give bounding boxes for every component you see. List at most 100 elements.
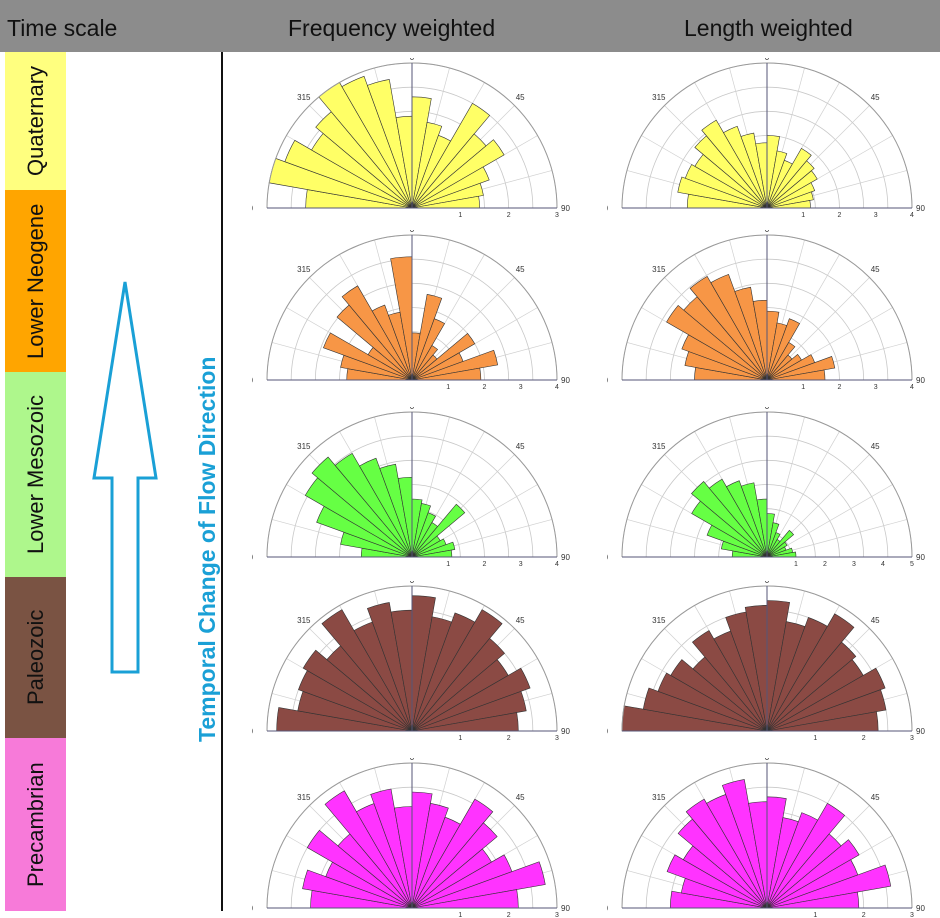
era-label: Paleozoic: [22, 609, 48, 705]
angle-label: 0: [765, 758, 770, 762]
rose-petal: [284, 139, 413, 209]
rose-petal: [306, 829, 413, 909]
radial-tick-label: 1: [458, 912, 462, 918]
rose-diagram-length-quaternary: 270 315 0 45 90 1 2 3 4: [607, 58, 925, 218]
rose-petal: [411, 822, 498, 909]
rose-petal: [670, 659, 768, 732]
rose-petal: [766, 667, 886, 732]
rose-petal: [366, 602, 413, 732]
rose-petal: [766, 147, 812, 209]
rose-petal: [689, 275, 768, 381]
angle-label: 0: [765, 58, 770, 62]
radial-tick-label: 3: [910, 735, 914, 741]
rose-petal: [692, 630, 768, 732]
up-arrow-icon: [92, 281, 158, 674]
radial-tick-label: 2: [823, 561, 827, 567]
rose-petal: [302, 869, 413, 909]
radial-tick-label: 2: [507, 212, 511, 218]
angle-label: 90: [561, 904, 570, 913]
angle-label: 270: [607, 727, 609, 736]
rose-petal: [411, 349, 499, 381]
radial-tick-label: 2: [862, 735, 866, 741]
angle-label: 315: [297, 442, 311, 451]
rose-petal: [723, 125, 768, 209]
rose-petal: [666, 854, 768, 909]
rose-petal: [411, 667, 531, 732]
rose-petal: [740, 132, 768, 209]
angle-label: 0: [410, 407, 415, 411]
rose-petal: [766, 182, 816, 209]
angle-label: 45: [516, 265, 525, 274]
radial-tick-label: 2: [507, 735, 511, 741]
angle-label: 45: [516, 793, 525, 802]
rose-petal: [734, 286, 768, 381]
rose-petal: [766, 356, 836, 381]
angle-label: 315: [652, 265, 666, 274]
rose-diagram-length-paleozoic: 270 315 0 45 90 1 2 3: [607, 581, 925, 741]
rose-petal: [411, 690, 527, 732]
radial-tick-label: 1: [801, 384, 805, 390]
radial-tick-label: 3: [874, 212, 878, 218]
rose-diagram-length-precambrian: 270 315 0 45 90 1 2 3: [607, 758, 925, 918]
header-bar: Time scale Frequency weighted Length wei…: [0, 0, 940, 52]
rose-petal: [302, 649, 413, 732]
rose-petal: [766, 541, 788, 558]
rose-petal: [411, 861, 546, 909]
rose-petal: [766, 802, 846, 909]
radial-tick-label: 1: [794, 561, 798, 567]
rose-petal: [411, 139, 505, 209]
era-label: Precambrian: [22, 762, 48, 887]
rose-petal: [311, 456, 413, 558]
radial-tick-label: 3: [910, 912, 914, 918]
angle-label: 45: [871, 616, 880, 625]
rose-petal: [411, 318, 446, 381]
rose-petal: [324, 790, 413, 909]
rose-petal: [411, 512, 436, 558]
rose-petal: [740, 482, 768, 558]
angle-label: 45: [516, 616, 525, 625]
rose-petal: [657, 672, 768, 732]
rose-petal: [766, 641, 857, 732]
rose-petal: [710, 274, 768, 381]
angle-label: 270: [607, 553, 609, 562]
rose-petal: [677, 176, 768, 209]
radial-tick-label: 3: [874, 384, 878, 390]
angle-label: 90: [916, 904, 925, 913]
radial-tick-label: 1: [458, 212, 462, 218]
angle-label: 270: [607, 376, 609, 385]
rose-petal: [341, 75, 413, 209]
era-block-precambrian: Precambrian: [5, 738, 66, 911]
angle-label: 270: [607, 204, 609, 213]
angle-label: 315: [652, 793, 666, 802]
radial-tick-label: 3: [555, 212, 559, 218]
radial-tick-label: 2: [483, 561, 487, 567]
rose-petal: [366, 79, 413, 209]
rose-diagram-frequency-paleozoic: 270 315 0 45 90 1 2 3: [252, 581, 570, 741]
angle-label: 315: [297, 93, 311, 102]
rose-petal: [370, 788, 413, 909]
radial-tick-label: 1: [458, 735, 462, 741]
angle-label: 315: [652, 616, 666, 625]
rose-petal: [725, 480, 768, 558]
radial-tick-label: 1: [813, 735, 817, 741]
rose-petal: [411, 638, 505, 732]
rose-petal: [411, 332, 476, 381]
angle-label: 90: [916, 204, 925, 213]
rose-petal: [642, 687, 768, 732]
angle-label: 45: [871, 265, 880, 274]
angle-label: 45: [871, 93, 880, 102]
rose-diagram-frequency-lower-neogene: 270 315 0 45 90 1 2 3 4: [252, 230, 570, 390]
angle-label: 90: [561, 727, 570, 736]
angle-label: 0: [410, 230, 415, 234]
angle-label: 315: [652, 442, 666, 451]
side-title-anchor: Temporal Change of Flow Direction: [194, 357, 234, 752]
angle-label: 45: [516, 442, 525, 451]
rose-petal: [411, 121, 443, 209]
column-divider: [221, 52, 223, 911]
rose-petal: [766, 689, 887, 732]
rose-petal: [766, 341, 796, 381]
angle-label: 45: [871, 442, 880, 451]
time-scale-header: Time scale: [7, 15, 118, 41]
rose-petal: [341, 285, 413, 381]
radial-tick-label: 2: [838, 212, 842, 218]
